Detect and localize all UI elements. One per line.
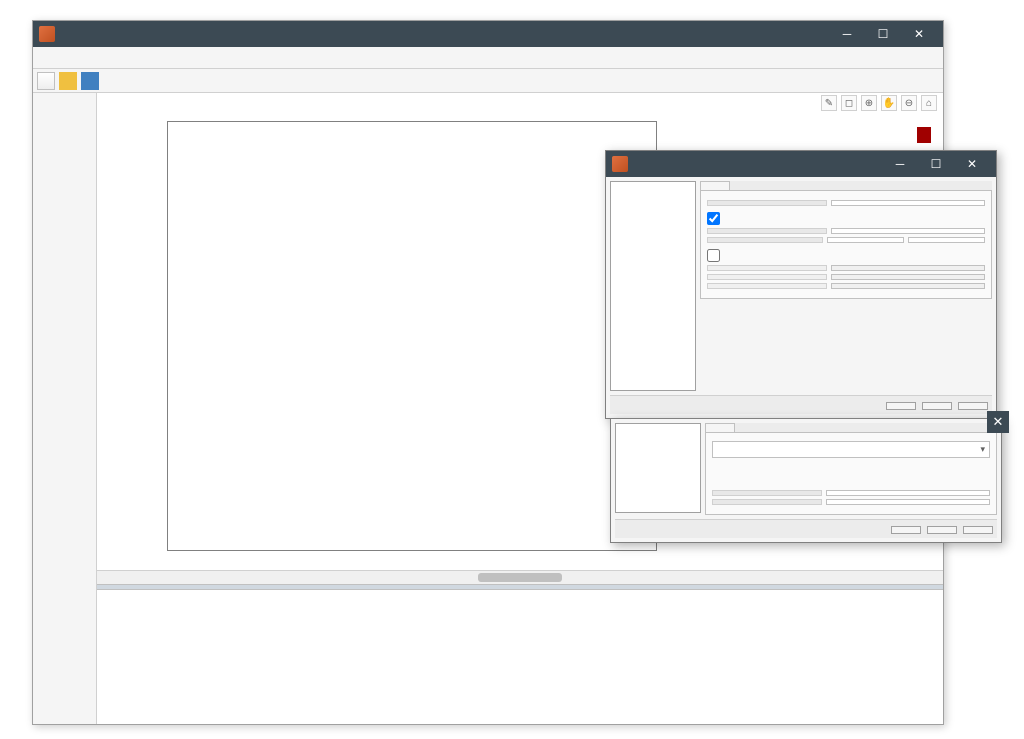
new-icon[interactable] bbox=[37, 72, 55, 90]
volume-force-x-input[interactable] bbox=[827, 237, 904, 243]
boundary-listbox[interactable] bbox=[615, 423, 701, 513]
menubar bbox=[33, 47, 943, 69]
maximize-button[interactable]: ☐ bbox=[865, 23, 901, 45]
bd-cancel-button[interactable] bbox=[963, 526, 993, 534]
viscosity-label bbox=[707, 228, 827, 234]
plot-svg bbox=[168, 122, 656, 550]
density-label bbox=[707, 200, 827, 206]
log-panel bbox=[97, 584, 943, 724]
flow-checkbox[interactable] bbox=[707, 212, 720, 225]
heat-source-input bbox=[831, 283, 985, 289]
boundary-settings-dialog: ✕ ▾ bbox=[610, 418, 1002, 543]
subdomain-panel bbox=[610, 181, 696, 391]
chart-toolbar: ✎ ◻ ⊕ ✋ ⊖ ⌂ bbox=[821, 95, 937, 111]
toolbar bbox=[33, 69, 943, 93]
eq-apply-button[interactable] bbox=[922, 402, 952, 410]
eq-ok-button[interactable] bbox=[886, 402, 916, 410]
viscosity-input[interactable] bbox=[831, 228, 985, 234]
tab-coefficients[interactable] bbox=[700, 181, 730, 190]
close-button[interactable]: ✕ bbox=[901, 23, 937, 45]
dialog-minimize-button[interactable]: ─ bbox=[882, 153, 918, 175]
zoomin-icon[interactable]: ⊕ bbox=[861, 95, 877, 111]
plot-surface[interactable] bbox=[167, 121, 657, 551]
home-icon[interactable]: ⌂ bbox=[921, 95, 937, 111]
v0-input[interactable] bbox=[826, 499, 990, 505]
subdomain-listbox[interactable] bbox=[610, 181, 696, 391]
zoomout-icon[interactable]: ⊖ bbox=[901, 95, 917, 111]
thermal-cond-label bbox=[707, 265, 827, 271]
mode-panel bbox=[33, 93, 97, 724]
boundary-panel bbox=[615, 423, 701, 515]
bd-tab-strip bbox=[705, 423, 997, 433]
temperature-checkbox[interactable] bbox=[707, 249, 720, 262]
chevron-down-icon: ▾ bbox=[980, 444, 985, 455]
coefficients-pane bbox=[700, 181, 992, 391]
zoombox-icon[interactable]: ◻ bbox=[841, 95, 857, 111]
equation-settings-dialog: ─ ☐ ✕ bbox=[605, 150, 997, 419]
u0-label bbox=[712, 490, 822, 496]
bd-apply-button[interactable] bbox=[927, 526, 957, 534]
heat-capacity-input bbox=[831, 274, 985, 280]
log-body bbox=[97, 590, 943, 724]
bd-dialog-buttons bbox=[615, 519, 997, 538]
heat-capacity-label bbox=[707, 274, 827, 280]
v0-label bbox=[712, 499, 822, 505]
bd-dialog-close-button[interactable]: ✕ bbox=[987, 411, 1009, 433]
density-input[interactable] bbox=[831, 200, 985, 206]
titlebar: ─ ☐ ✕ bbox=[33, 21, 943, 47]
dialog-maximize-button[interactable]: ☐ bbox=[918, 153, 954, 175]
volume-force-y-input[interactable] bbox=[908, 237, 985, 243]
bc-formula bbox=[712, 458, 990, 486]
eq-cancel-button[interactable] bbox=[958, 402, 988, 410]
u0-input[interactable] bbox=[826, 490, 990, 496]
volume-forces-label bbox=[707, 237, 823, 243]
edit-icon[interactable]: ✎ bbox=[821, 95, 837, 111]
horizontal-scrollbar[interactable] bbox=[97, 570, 943, 584]
tab-flow[interactable] bbox=[705, 423, 735, 432]
bc-type-select[interactable]: ▾ bbox=[712, 441, 990, 458]
pan-icon[interactable]: ✋ bbox=[881, 95, 897, 111]
eq-tab-strip bbox=[700, 181, 992, 191]
bd-ok-button[interactable] bbox=[891, 526, 921, 534]
flow-pane: ▾ bbox=[705, 423, 997, 515]
app-icon bbox=[612, 156, 628, 172]
axes bbox=[167, 121, 657, 551]
minimize-button[interactable]: ─ bbox=[829, 23, 865, 45]
dialog-titlebar: ─ ☐ ✕ bbox=[606, 151, 996, 177]
heat-source-label bbox=[707, 283, 827, 289]
dialog-close-button[interactable]: ✕ bbox=[954, 153, 990, 175]
eq-dialog-buttons bbox=[610, 395, 992, 414]
colorbar-swatch bbox=[917, 127, 931, 143]
thermal-cond-input bbox=[831, 265, 985, 271]
app-icon bbox=[39, 26, 55, 42]
save-icon[interactable] bbox=[81, 72, 99, 90]
open-icon[interactable] bbox=[59, 72, 77, 90]
